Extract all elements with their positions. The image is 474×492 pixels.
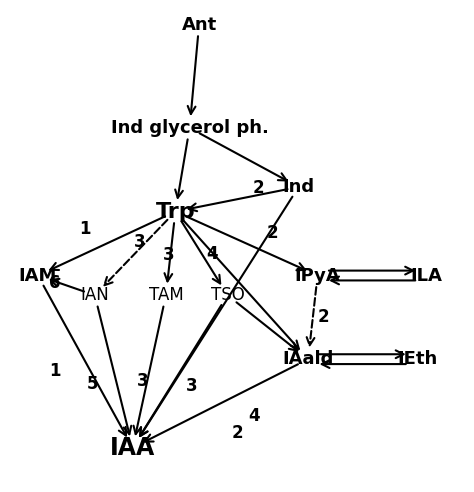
Text: 3: 3 (137, 372, 148, 390)
Text: 4: 4 (248, 407, 259, 425)
Text: IAA: IAA (110, 436, 155, 460)
Text: 2: 2 (318, 308, 329, 326)
Text: 3: 3 (163, 246, 174, 264)
Text: 1: 1 (80, 220, 91, 238)
Text: IEth: IEth (397, 350, 437, 368)
Text: Trp: Trp (155, 202, 195, 221)
Text: 2: 2 (253, 179, 264, 197)
Text: TAM: TAM (148, 286, 183, 304)
Text: Ind: Ind (283, 178, 315, 196)
Text: TSO: TSO (210, 286, 245, 304)
Text: Ind glycerol ph.: Ind glycerol ph. (110, 119, 269, 137)
Text: ILA: ILA (410, 267, 443, 284)
Text: 1: 1 (49, 363, 60, 380)
Text: 3: 3 (186, 377, 198, 395)
Text: IPyA: IPyA (295, 267, 340, 284)
Text: 6: 6 (49, 274, 60, 292)
Text: IAM: IAM (19, 267, 57, 284)
Text: 2: 2 (231, 424, 243, 442)
Text: 3: 3 (134, 233, 146, 251)
Text: 4: 4 (207, 246, 218, 263)
Text: IAald: IAald (283, 350, 334, 368)
Text: 5: 5 (87, 375, 99, 393)
Text: Ant: Ant (182, 16, 217, 33)
Text: 2: 2 (267, 224, 278, 242)
Text: IAN: IAN (81, 286, 109, 304)
